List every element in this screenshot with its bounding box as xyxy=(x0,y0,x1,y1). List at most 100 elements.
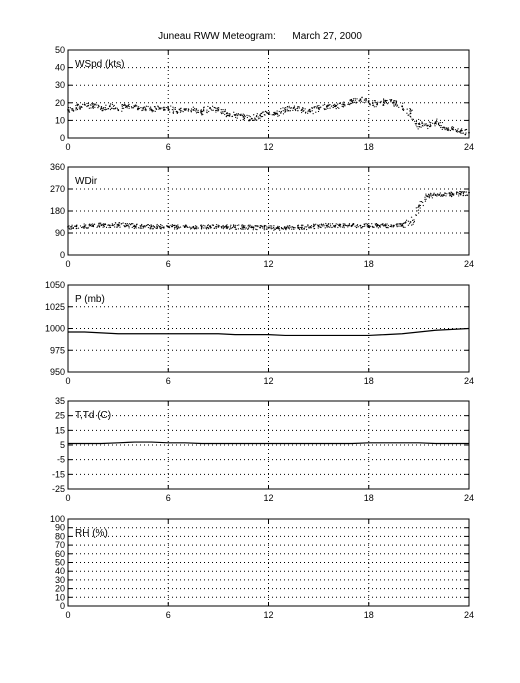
data-point xyxy=(195,109,197,111)
data-point xyxy=(446,128,448,130)
data-point xyxy=(401,106,403,108)
data-point xyxy=(142,225,145,228)
data-point xyxy=(408,114,410,116)
data-point xyxy=(316,106,318,108)
data-point xyxy=(294,108,296,110)
data-point xyxy=(100,106,103,108)
data-point xyxy=(331,223,334,225)
data-point xyxy=(334,224,337,227)
data-point xyxy=(127,224,130,226)
x-tick-label: 24 xyxy=(464,493,474,503)
data-point xyxy=(247,225,249,227)
data-point xyxy=(114,222,117,224)
data-point xyxy=(419,200,421,203)
data-point xyxy=(253,114,255,116)
data-point xyxy=(393,104,395,106)
y-tick-label: -5 xyxy=(57,455,65,465)
x-tick-label: 18 xyxy=(364,610,374,620)
data-point xyxy=(98,223,100,225)
data-point xyxy=(425,194,427,197)
data-point xyxy=(265,110,267,113)
data-point xyxy=(369,103,371,105)
data-point xyxy=(319,224,321,226)
data-point xyxy=(75,109,77,111)
data-point xyxy=(338,107,340,109)
data-point xyxy=(382,104,384,106)
data-point xyxy=(368,227,371,229)
data-point xyxy=(330,105,333,107)
data-point xyxy=(245,227,247,229)
data-point xyxy=(244,228,246,230)
data-point xyxy=(197,109,199,111)
data-point xyxy=(141,109,143,112)
data-point xyxy=(373,106,375,108)
data-point xyxy=(83,223,85,225)
data-point xyxy=(149,109,151,111)
data-point xyxy=(325,222,327,225)
data-point xyxy=(167,105,169,108)
data-point xyxy=(327,105,329,107)
data-point xyxy=(428,197,431,199)
data-point xyxy=(307,224,309,226)
data-point xyxy=(347,103,349,105)
data-point xyxy=(352,102,354,104)
data-point xyxy=(313,106,315,108)
data-point xyxy=(224,110,226,112)
data-point xyxy=(122,104,125,106)
data-point xyxy=(285,106,287,109)
x-tick-label: 24 xyxy=(464,376,474,386)
data-point xyxy=(256,229,258,231)
data-point xyxy=(217,224,219,226)
data-point xyxy=(350,98,353,101)
data-point xyxy=(222,112,224,114)
data-point xyxy=(75,225,78,228)
data-point xyxy=(439,122,441,124)
data-point xyxy=(301,226,303,229)
data-point xyxy=(285,226,287,229)
data-point xyxy=(392,226,394,228)
data-point xyxy=(465,191,467,193)
data-point xyxy=(102,224,104,226)
data-point xyxy=(193,109,195,111)
data-point xyxy=(274,228,276,230)
data-point xyxy=(289,110,291,112)
data-point xyxy=(243,117,246,119)
data-point xyxy=(402,102,404,104)
data-point xyxy=(200,109,202,111)
data-point xyxy=(242,119,244,121)
data-point xyxy=(230,224,232,226)
data-point xyxy=(330,225,332,227)
data-point xyxy=(145,105,147,107)
data-point xyxy=(291,226,293,228)
data-point xyxy=(331,226,333,229)
data-point xyxy=(287,227,290,229)
data-point xyxy=(122,222,124,224)
data-point xyxy=(462,195,464,197)
y-tick-label: 80 xyxy=(55,531,65,541)
data-point xyxy=(74,225,76,227)
data-point xyxy=(282,227,284,230)
x-tick-label: 18 xyxy=(364,259,374,269)
data-point xyxy=(116,107,118,109)
data-point xyxy=(441,121,444,124)
data-point xyxy=(257,225,259,227)
data-point xyxy=(430,122,432,124)
data-point xyxy=(407,224,409,226)
data-point xyxy=(143,109,145,111)
data-point xyxy=(221,225,223,228)
data-point xyxy=(387,227,389,229)
data-point xyxy=(203,106,205,108)
data-point xyxy=(278,225,280,228)
data-point xyxy=(143,106,145,108)
data-point xyxy=(260,115,263,118)
data-point xyxy=(162,106,165,108)
data-point xyxy=(456,193,458,195)
data-point xyxy=(371,223,373,225)
data-point xyxy=(151,109,153,112)
x-tick-label: 6 xyxy=(166,142,171,152)
data-point xyxy=(435,193,437,196)
y-tick-label: 60 xyxy=(55,549,65,559)
data-point xyxy=(396,223,398,225)
data-point xyxy=(390,99,392,102)
